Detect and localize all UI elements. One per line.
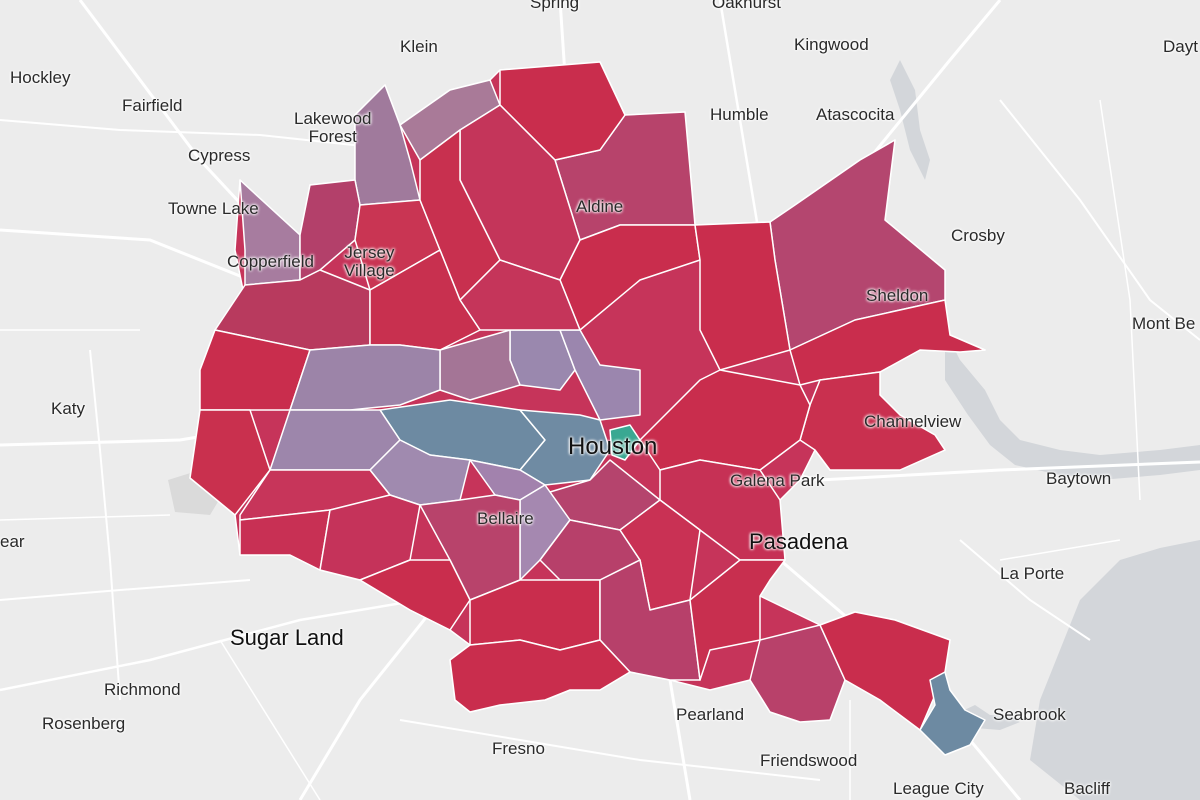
label-oakhurst: Oakhurst	[712, 0, 781, 12]
label-fairfield: Fairfield	[122, 96, 183, 115]
label-towne-lake: Towne Lake	[168, 199, 259, 218]
label-friendswood: Friendswood	[760, 751, 858, 770]
label-fresno: Fresno	[492, 739, 545, 758]
district-hobby-red[interactable]	[689, 559, 786, 681]
district-central-red[interactable]	[459, 259, 581, 331]
district-sw-red-2[interactable]	[239, 509, 331, 571]
district-west-2[interactable]	[189, 409, 271, 516]
label-houston: Houston	[568, 433, 658, 460]
label-baytown: Baytown	[1046, 469, 1112, 488]
label-atascocita: Atascocita	[816, 105, 895, 124]
lake-houston	[890, 60, 930, 180]
label-pearland: Pearland	[676, 705, 745, 724]
label-katy: Katy	[51, 399, 86, 418]
galveston-bay	[1030, 540, 1200, 800]
label-sugar-land: Sugar Land	[230, 625, 344, 650]
ship-channel	[945, 330, 1200, 480]
label-klein: Klein	[400, 37, 438, 56]
label-galena-park: Galena Park	[730, 471, 825, 490]
label-richmond: Richmond	[104, 680, 181, 699]
district-katy-fw[interactable]	[199, 329, 311, 411]
district-central-lav-2[interactable]	[559, 329, 641, 421]
label-brookshire: ear	[0, 532, 25, 551]
district-ne-red[interactable]	[694, 221, 791, 371]
district-clear-lake-blue[interactable]	[919, 671, 986, 756]
district-layer	[189, 61, 986, 756]
label-humble: Humble	[710, 105, 769, 124]
label-kingwood: Kingwood	[794, 35, 869, 54]
district-s-red-7[interactable]	[449, 639, 631, 713]
label-copperfield: Copperfield	[227, 252, 314, 271]
district-downtown-teal[interactable]	[609, 424, 641, 461]
label-cypress: Cypress	[188, 146, 251, 165]
label-pasadena: Pasadena	[749, 529, 849, 554]
label-spring: Spring	[530, 0, 580, 12]
label-dayton: Dayt	[1163, 37, 1198, 56]
label-bellaire: Bellaire	[477, 509, 534, 528]
label-channelview: Channelview	[864, 412, 962, 431]
label-crosby: Crosby	[951, 226, 1005, 245]
label-league-city: League City	[893, 779, 984, 798]
label-seabrook: Seabrook	[993, 705, 1066, 724]
label-rosenberg: Rosenberg	[42, 714, 126, 733]
label-aldine: Aldine	[576, 197, 624, 216]
district-east-red[interactable]	[789, 299, 986, 386]
label-hockley: Hockley	[10, 68, 71, 87]
label-bacliff: Bacliff	[1064, 779, 1110, 798]
label-jersey-village: Jersey Village	[344, 243, 395, 280]
district-west-lav[interactable]	[289, 344, 441, 411]
label-lakewood-forest: Lakewood Forest	[294, 109, 372, 146]
label-mont-belvieu: Mont Be	[1132, 314, 1196, 333]
label-sheldon: Sheldon	[866, 286, 929, 305]
label-la-porte: La Porte	[1000, 564, 1065, 583]
